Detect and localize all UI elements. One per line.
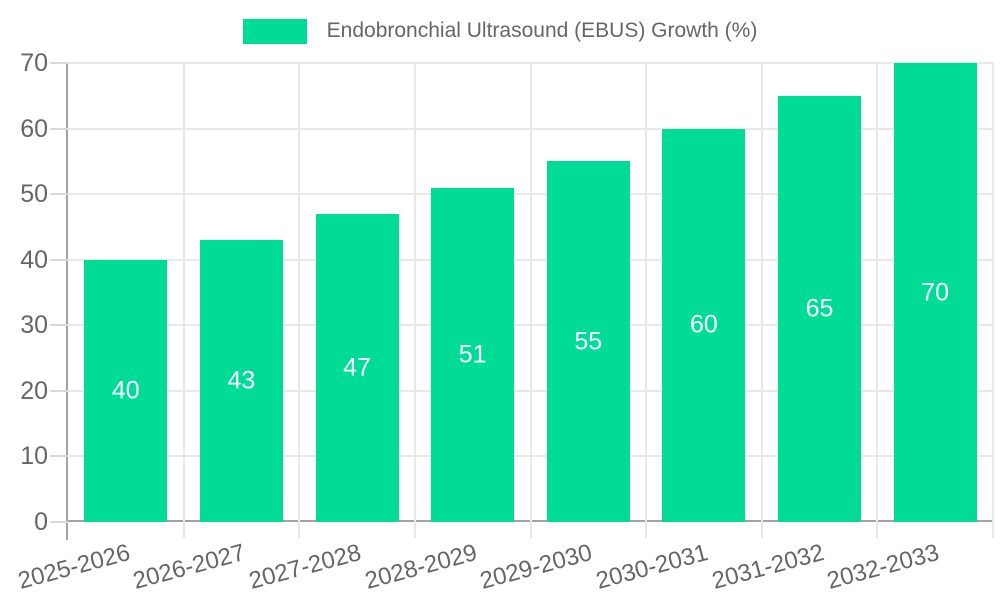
legend-label: Endobronchial Ultrasound (EBUS) Growth (…	[326, 19, 758, 42]
y-axis-tick	[50, 258, 68, 261]
bar[interactable]: 40	[84, 259, 168, 522]
y-axis-tick-label: 60	[20, 114, 48, 143]
y-axis-tick-label: 70	[20, 49, 48, 77]
y-axis-tick-label: 10	[20, 442, 48, 471]
bar-value-label: 43	[227, 366, 256, 395]
gridline-vertical	[876, 63, 879, 538]
gridline-vertical	[645, 63, 648, 538]
y-axis-tick-label: 50	[20, 180, 48, 209]
y-axis-tick	[50, 521, 68, 523]
y-axis-tick	[50, 324, 68, 327]
y-axis-tick	[50, 389, 68, 392]
gridline-vertical	[298, 63, 301, 538]
bar[interactable]: 60	[662, 128, 746, 522]
bar[interactable]: 55	[546, 161, 630, 522]
bar-value-label: 40	[111, 376, 140, 405]
bar-value-label: 47	[343, 353, 371, 382]
y-axis-tick-label: 20	[20, 376, 48, 405]
gridline-vertical	[992, 63, 994, 538]
legend[interactable]: Endobronchial Ultrasound (EBUS) Growth (…	[0, 17, 1000, 45]
bar-value-label: 55	[574, 327, 603, 356]
bar-value-label: 60	[690, 310, 718, 339]
legend-swatch-icon	[242, 18, 307, 44]
bar-value-label: 51	[458, 340, 487, 369]
bar[interactable]: 47	[315, 213, 399, 522]
y-axis-tick	[50, 127, 68, 130]
y-axis-tick	[50, 455, 68, 458]
y-axis-tick-label: 30	[20, 311, 48, 340]
bar[interactable]: 65	[778, 95, 862, 522]
y-axis-tick	[50, 193, 68, 196]
y-axis-tick	[50, 62, 68, 64]
bar[interactable]: 43	[199, 240, 283, 522]
gridline-vertical	[760, 63, 763, 538]
bar-value-label: 70	[921, 278, 950, 306]
y-axis-tick-label: 0	[34, 508, 48, 536]
bar[interactable]: 70	[893, 63, 977, 522]
plot-area: 0 10 20 30 40 50 60 70 40 2025-2026 43 2026-2027 47 2…	[15, 49, 994, 595]
bar[interactable]: 51	[431, 187, 515, 522]
bar-value-label: 65	[805, 294, 834, 323]
gridline-vertical	[413, 63, 416, 538]
y-axis-tick-label: 40	[20, 245, 48, 274]
y-axis-line	[66, 63, 68, 540]
gridline-vertical	[529, 63, 532, 538]
gridline-vertical	[182, 63, 185, 538]
